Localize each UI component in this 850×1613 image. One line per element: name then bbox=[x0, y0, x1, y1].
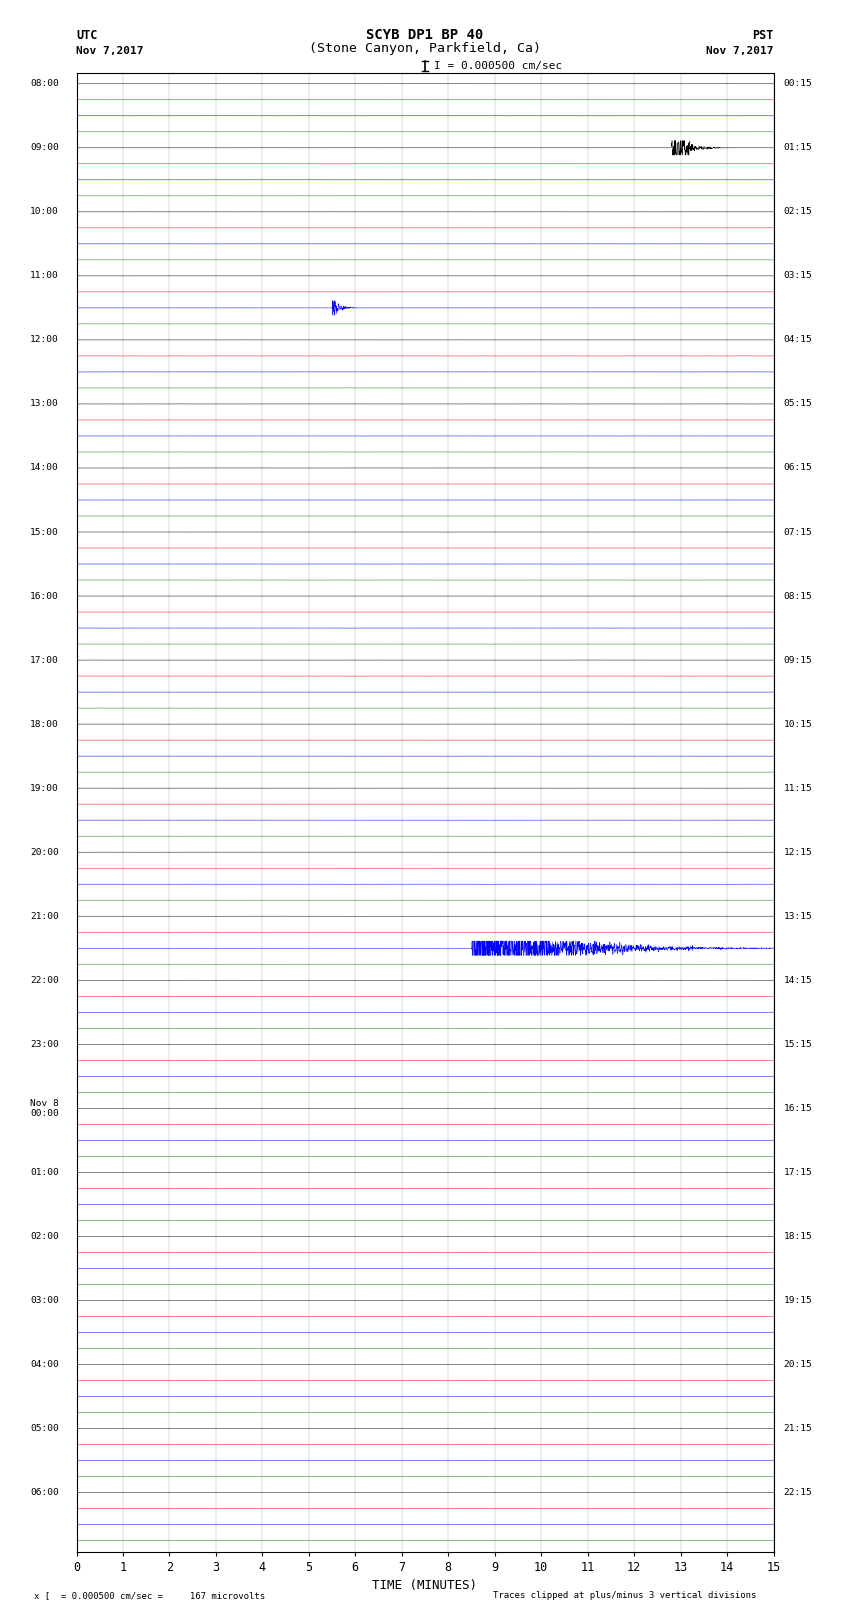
Text: 12:15: 12:15 bbox=[784, 848, 813, 857]
Text: 09:15: 09:15 bbox=[784, 655, 813, 665]
Text: 14:15: 14:15 bbox=[784, 976, 813, 984]
Text: 04:00: 04:00 bbox=[30, 1360, 59, 1369]
Text: 09:00: 09:00 bbox=[30, 144, 59, 152]
Text: 22:00: 22:00 bbox=[30, 976, 59, 984]
Text: 18:00: 18:00 bbox=[30, 719, 59, 729]
Text: 07:15: 07:15 bbox=[784, 527, 813, 537]
Text: 15:00: 15:00 bbox=[30, 527, 59, 537]
Text: 06:00: 06:00 bbox=[30, 1487, 59, 1497]
Text: 02:00: 02:00 bbox=[30, 1232, 59, 1240]
Text: SCYB DP1 BP 40: SCYB DP1 BP 40 bbox=[366, 27, 484, 42]
Text: 13:00: 13:00 bbox=[30, 400, 59, 408]
Text: 02:15: 02:15 bbox=[784, 208, 813, 216]
Text: 17:00: 17:00 bbox=[30, 655, 59, 665]
Text: 01:00: 01:00 bbox=[30, 1168, 59, 1177]
Text: I = 0.000500 cm/sec: I = 0.000500 cm/sec bbox=[434, 61, 562, 71]
Text: 17:15: 17:15 bbox=[784, 1168, 813, 1177]
Text: Nov 7,2017: Nov 7,2017 bbox=[76, 47, 144, 56]
Text: 23:00: 23:00 bbox=[30, 1040, 59, 1048]
Text: 05:15: 05:15 bbox=[784, 400, 813, 408]
Text: 19:15: 19:15 bbox=[784, 1295, 813, 1305]
Text: 14:00: 14:00 bbox=[30, 463, 59, 473]
Text: Traces clipped at plus/minus 3 vertical divisions: Traces clipped at plus/minus 3 vertical … bbox=[493, 1590, 756, 1600]
Text: 05:00: 05:00 bbox=[30, 1424, 59, 1432]
Text: 16:15: 16:15 bbox=[784, 1103, 813, 1113]
Text: 20:15: 20:15 bbox=[784, 1360, 813, 1369]
Text: 21:00: 21:00 bbox=[30, 911, 59, 921]
Text: 12:00: 12:00 bbox=[30, 336, 59, 345]
Text: 20:00: 20:00 bbox=[30, 848, 59, 857]
Text: 08:15: 08:15 bbox=[784, 592, 813, 600]
Text: 13:15: 13:15 bbox=[784, 911, 813, 921]
Text: 03:15: 03:15 bbox=[784, 271, 813, 281]
Text: 03:00: 03:00 bbox=[30, 1295, 59, 1305]
Text: Nov 7,2017: Nov 7,2017 bbox=[706, 47, 774, 56]
Text: 21:15: 21:15 bbox=[784, 1424, 813, 1432]
Text: 10:00: 10:00 bbox=[30, 208, 59, 216]
Text: 16:00: 16:00 bbox=[30, 592, 59, 600]
Text: 10:15: 10:15 bbox=[784, 719, 813, 729]
Text: 06:15: 06:15 bbox=[784, 463, 813, 473]
Text: 22:15: 22:15 bbox=[784, 1487, 813, 1497]
Text: PST: PST bbox=[752, 29, 774, 42]
Text: 11:00: 11:00 bbox=[30, 271, 59, 281]
Text: 01:15: 01:15 bbox=[784, 144, 813, 152]
Text: 04:15: 04:15 bbox=[784, 336, 813, 345]
Text: 00:15: 00:15 bbox=[784, 79, 813, 89]
Text: 11:15: 11:15 bbox=[784, 784, 813, 792]
Text: 18:15: 18:15 bbox=[784, 1232, 813, 1240]
Text: 19:00: 19:00 bbox=[30, 784, 59, 792]
Text: 08:00: 08:00 bbox=[30, 79, 59, 89]
Text: 15:15: 15:15 bbox=[784, 1040, 813, 1048]
Text: UTC: UTC bbox=[76, 29, 98, 42]
Text: x [  = 0.000500 cm/sec =     167 microvolts: x [ = 0.000500 cm/sec = 167 microvolts bbox=[34, 1590, 265, 1600]
Text: (Stone Canyon, Parkfield, Ca): (Stone Canyon, Parkfield, Ca) bbox=[309, 42, 541, 55]
X-axis label: TIME (MINUTES): TIME (MINUTES) bbox=[372, 1579, 478, 1592]
Text: Nov 8
00:00: Nov 8 00:00 bbox=[30, 1098, 59, 1118]
